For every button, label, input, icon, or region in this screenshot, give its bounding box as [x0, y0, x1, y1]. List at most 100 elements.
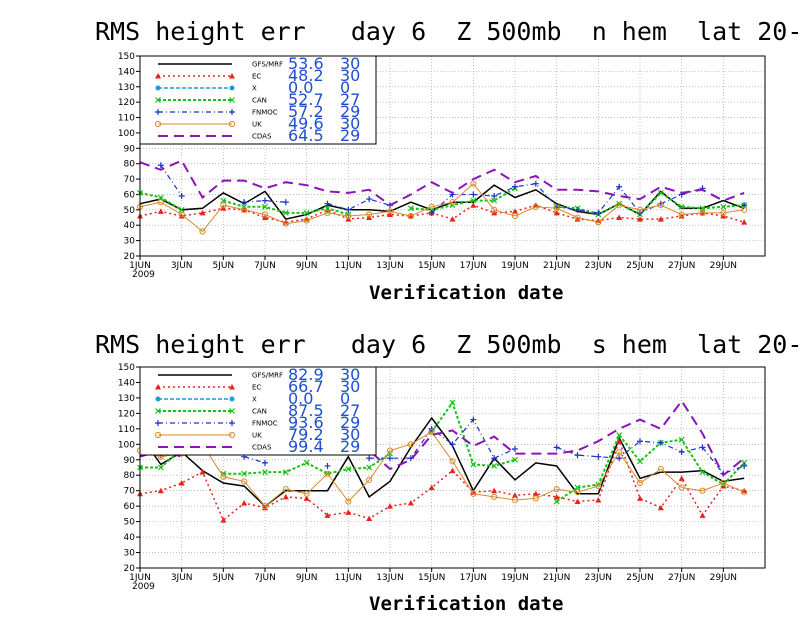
- x-tick-label: 7JUN: [254, 261, 276, 271]
- data-point: [241, 206, 248, 213]
- y-tick-label: 100: [118, 129, 135, 139]
- legend-entry: CAN 52.7 27: [155, 90, 360, 109]
- legend-marker: [155, 396, 161, 402]
- data-point: [366, 196, 373, 203]
- data-point: [512, 208, 518, 214]
- data-point: [553, 493, 560, 500]
- data-point: [699, 209, 706, 217]
- plot-frame: [139, 366, 766, 569]
- plot-area: [136, 399, 748, 523]
- y-tick-label: 70: [124, 487, 136, 497]
- data-point: [407, 441, 414, 448]
- legend-stat: 82.9: [288, 365, 324, 384]
- data-point: [449, 467, 456, 474]
- legend-count: 0: [340, 78, 350, 97]
- data-point: [345, 206, 352, 213]
- data-point: [595, 209, 602, 216]
- data-point: [511, 212, 519, 220]
- y-tick-label: 70: [124, 175, 136, 185]
- legend-marker: [155, 420, 161, 426]
- data-point: [178, 479, 185, 486]
- legend-stat: 57.2: [288, 102, 324, 121]
- legend-marker: [155, 384, 161, 390]
- data-point: [324, 209, 331, 217]
- legend-count: 30: [340, 114, 360, 133]
- data-point: [449, 216, 456, 222]
- legend-marker: [155, 85, 161, 91]
- data-point: [574, 206, 581, 213]
- data-point: [720, 481, 727, 488]
- data-point: [553, 209, 560, 216]
- data-point: [595, 496, 602, 503]
- legend-name: X: [252, 85, 257, 93]
- data-point: [616, 202, 623, 209]
- legend-count: 30: [340, 365, 360, 384]
- legend-name: X: [252, 396, 257, 404]
- legend-entry: CDAS 99.4 29: [158, 437, 360, 456]
- series-line: [139, 184, 745, 220]
- data-point: [262, 203, 268, 210]
- data-point: [428, 209, 435, 216]
- data-point: [345, 466, 352, 472]
- legend-stat: 64.5: [288, 126, 324, 145]
- y-tick-label: 40: [124, 221, 136, 231]
- data-point: [449, 441, 456, 448]
- legend-count: 29: [340, 102, 360, 121]
- data-point: [553, 205, 560, 212]
- data-point: [491, 206, 498, 213]
- data-point: [532, 202, 539, 208]
- legend-entry: CAN 87.5 27: [155, 401, 360, 420]
- legend-count: 30: [340, 425, 360, 444]
- chart-title: RMS height err day 6 Z 500mb n hem lat 2…: [95, 17, 800, 46]
- data-point: [512, 456, 518, 463]
- y-tick-label: 140: [118, 67, 135, 77]
- legend-count: 29: [340, 126, 360, 145]
- y-tick-label: 120: [118, 409, 135, 419]
- y-tick-label: 20: [124, 252, 136, 262]
- data-point: [678, 449, 685, 456]
- data-point: [386, 208, 394, 215]
- data-point: [678, 475, 685, 481]
- data-point: [741, 489, 748, 496]
- data-point: [657, 504, 664, 511]
- legend-name: CAN: [252, 408, 267, 416]
- x-tick-label: 21JUN: [543, 573, 570, 583]
- data-point: [699, 487, 706, 494]
- legend-marker: [155, 73, 161, 79]
- x-axis-label: Verification date: [369, 282, 563, 304]
- data-point: [532, 180, 539, 187]
- legend-count: 29: [340, 437, 360, 456]
- data-point: [282, 469, 289, 476]
- x-tick-label: 15JUN: [418, 573, 445, 583]
- legend-name: UK: [252, 121, 262, 129]
- legend-name: GFS/MRF: [252, 372, 283, 380]
- data-point: [157, 194, 164, 201]
- y-tick-label: 90: [124, 144, 136, 154]
- y-tick-label: 50: [124, 206, 136, 216]
- legend-stat: 49.6: [288, 114, 324, 133]
- x-tick-label: 23JUN: [585, 261, 612, 271]
- y-tick-label: 110: [118, 114, 135, 124]
- legend-name: FNMOC: [252, 109, 278, 117]
- data-point: [678, 484, 685, 491]
- data-point: [470, 202, 477, 208]
- y-tick-label: 50: [124, 518, 136, 528]
- legend-name: FNMOC: [252, 420, 278, 428]
- series-cdas: [139, 159, 745, 207]
- data-point: [636, 206, 644, 213]
- series-line: [139, 182, 745, 233]
- data-point: [428, 203, 435, 210]
- data-point: [491, 493, 498, 500]
- legend-entry: X 0.0 0: [155, 389, 350, 408]
- data-point: [220, 473, 227, 480]
- x-tick-label: 11JUN: [335, 573, 362, 583]
- data-point: [386, 447, 394, 454]
- x-tick-label: 13JUN: [376, 573, 403, 583]
- axes: 20 30 40 50 60 70 80 90 100 110 120 130 140 150 1JUN 3J…: [118, 52, 737, 280]
- data-point: [262, 459, 268, 466]
- data-point: [678, 211, 685, 218]
- data-point: [470, 180, 477, 187]
- x-tick-label: 17JUN: [460, 261, 487, 271]
- legend-marker: [155, 97, 161, 103]
